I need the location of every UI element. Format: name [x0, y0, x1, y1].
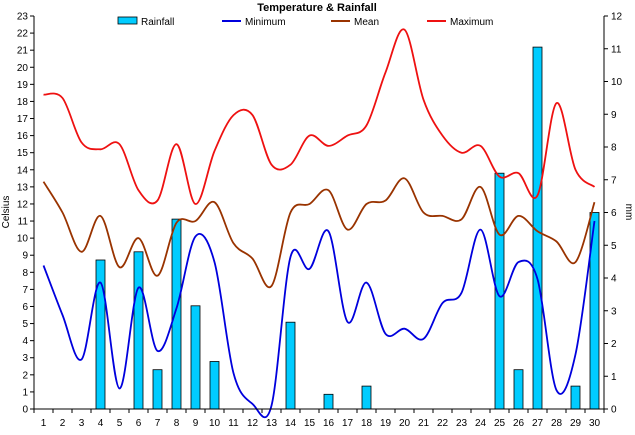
legend-label-minimum: Minimum: [245, 17, 286, 28]
x-tick-label: 20: [399, 418, 411, 429]
x-tick-label: 27: [532, 418, 544, 429]
x-tick-label: 22: [437, 418, 449, 429]
x-tick-label: 7: [155, 418, 161, 429]
y-left-tick-label: 20: [17, 63, 29, 74]
y-left-tick-label: 22: [17, 29, 29, 40]
rainfall-bar: [190, 305, 201, 410]
y-left-tick-label: 4: [22, 336, 28, 347]
axes: 0123456789101112131415161718192021222301…: [17, 12, 623, 430]
y-left-tick-label: 1: [22, 387, 28, 398]
rainfall-bar: [171, 218, 182, 410]
x-tick-label: 28: [551, 418, 563, 429]
y-left-tick-label: 23: [17, 12, 29, 23]
y-right-tick-label: 9: [611, 110, 617, 121]
x-tick-label: 18: [361, 418, 373, 429]
minimum-line: [42, 220, 596, 419]
legend: Rainfall Minimum Mean Maximum: [117, 16, 493, 28]
x-tick-label: 12: [247, 418, 259, 429]
y-left-tick-label: 14: [17, 165, 29, 176]
y-right-tick-label: 3: [611, 306, 617, 317]
x-tick-label: 9: [193, 418, 199, 429]
x-tick-label: 30: [589, 418, 601, 429]
y-right-tick-label: 8: [611, 143, 617, 154]
y-left-tick-label: 0: [22, 405, 28, 416]
y-left-tick-label: 8: [22, 268, 28, 279]
x-tick-label: 16: [323, 418, 335, 429]
y-left-tick-label: 21: [17, 46, 29, 57]
y-right-tick-label: 1: [611, 372, 617, 383]
y-left-tick-label: 6: [22, 302, 28, 313]
x-tick-label: 8: [174, 418, 180, 429]
x-tick-label: 3: [79, 418, 85, 429]
y-left-tick-label: 13: [17, 182, 29, 193]
y-right-tick-label: 12: [611, 12, 623, 23]
temperature-lines: [42, 28, 596, 419]
y-left-tick-label: 11: [18, 217, 29, 228]
x-tick-label: 13: [266, 418, 278, 429]
mean-line: [42, 177, 596, 289]
chart-title: Temperature & Rainfall: [257, 2, 377, 14]
y-left-tick-label: 5: [22, 319, 28, 330]
legend-label-rainfall: Rainfall: [141, 17, 174, 28]
y-right-tick-label: 5: [611, 241, 617, 252]
y-left-tick-label: 3: [22, 353, 28, 364]
x-tick-label: 5: [117, 418, 123, 429]
x-tick-label: 29: [570, 418, 582, 429]
legend-label-mean: Mean: [354, 17, 379, 28]
rainfall-bar: [209, 361, 220, 410]
x-tick-label: 23: [456, 418, 468, 429]
rainfall-bar: [361, 385, 372, 410]
x-tick-label: 21: [418, 418, 430, 429]
x-tick-label: 15: [304, 418, 316, 429]
rainfall-bars: [95, 46, 600, 410]
y-left-tick-label: 10: [17, 234, 29, 245]
y-right-tick-label: 11: [611, 44, 622, 55]
x-tick-label: 4: [98, 418, 104, 429]
y-left-tick-label: 17: [17, 114, 29, 125]
x-tick-label: 11: [228, 418, 239, 429]
y-left-tick-label: 12: [17, 199, 29, 210]
y-axis-left-label: Celsius: [1, 196, 12, 229]
rainfall-bar: [285, 321, 296, 410]
y-right-tick-label: 2: [611, 339, 617, 350]
y-left-tick-label: 16: [17, 131, 29, 142]
legend-swatch-rainfall: [117, 16, 138, 25]
y-right-tick-label: 0: [611, 405, 617, 416]
x-tick-label: 25: [494, 418, 506, 429]
rainfall-bar: [513, 369, 524, 410]
y-right-tick-label: 7: [611, 175, 617, 186]
maximum-line: [43, 28, 596, 205]
y-left-tick-label: 7: [22, 285, 28, 296]
x-tick-label: 24: [475, 418, 487, 429]
y-left-tick-label: 2: [22, 370, 28, 381]
y-left-tick-label: 19: [17, 80, 29, 91]
x-tick-label: 10: [209, 418, 221, 429]
x-tick-label: 1: [41, 418, 47, 429]
x-tick-label: 14: [285, 418, 297, 429]
y-left-tick-label: 18: [17, 97, 29, 108]
x-tick-label: 2: [60, 418, 66, 429]
x-tick-label: 17: [342, 418, 354, 429]
legend-label-maximum: Maximum: [450, 17, 493, 28]
rainfall-bar: [133, 251, 144, 410]
rainfall-bar: [152, 369, 163, 410]
x-tick-label: 6: [136, 418, 142, 429]
y-right-tick-label: 4: [611, 274, 617, 285]
y-right-tick-label: 10: [611, 77, 623, 88]
x-tick-label: 26: [513, 418, 525, 429]
y-left-tick-label: 9: [22, 251, 28, 262]
x-tick-label: 19: [380, 418, 392, 429]
y-right-tick-label: 6: [611, 208, 617, 219]
y-left-tick-label: 15: [17, 148, 29, 159]
y-axis-right-label: mm: [623, 204, 634, 221]
rainfall-bar: [570, 385, 581, 410]
rainfall-bar: [323, 393, 334, 410]
